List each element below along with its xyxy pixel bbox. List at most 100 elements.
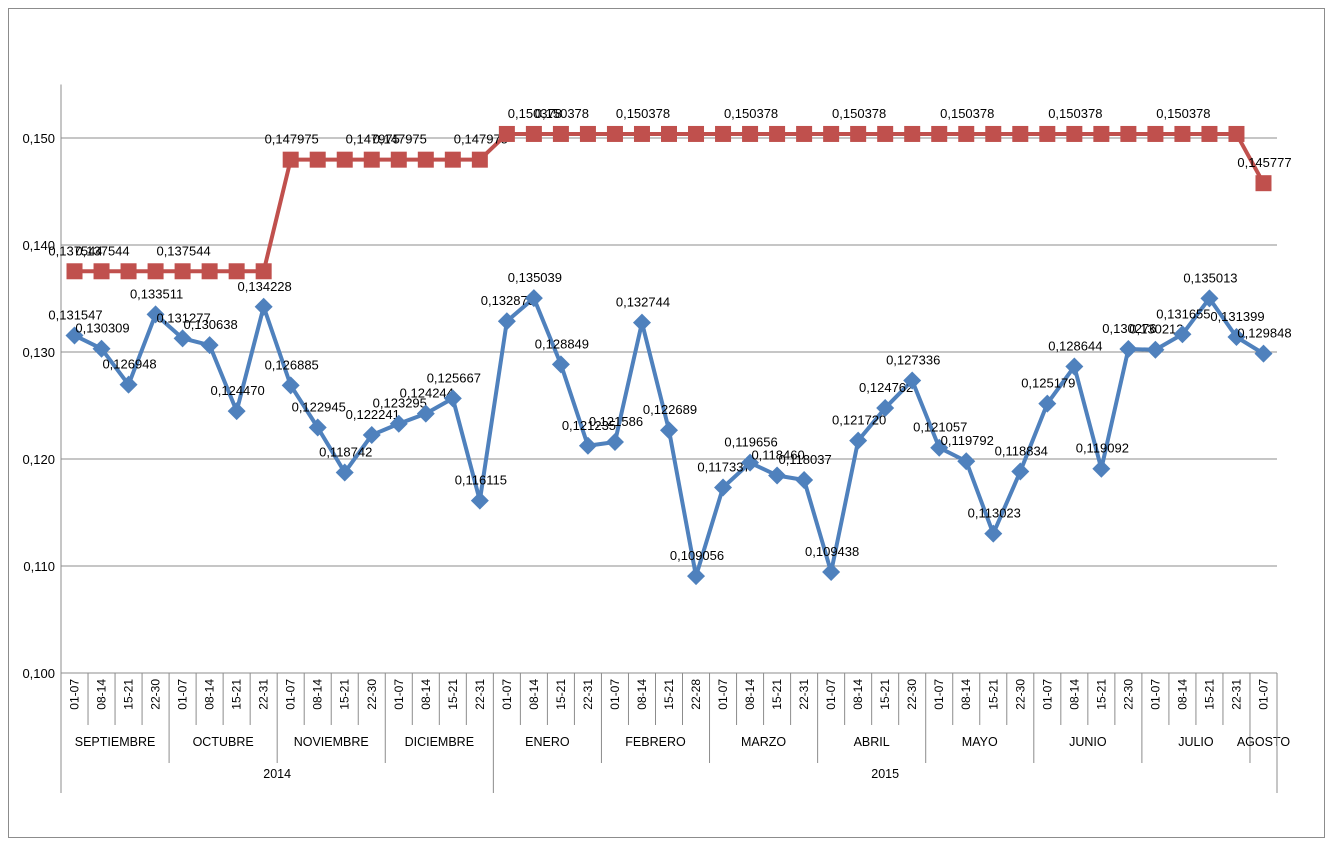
data-point [606, 125, 623, 142]
x-tick-label: 22-31 [257, 679, 271, 710]
data-point [661, 125, 677, 142]
data-point [822, 563, 841, 582]
data-label: 0,126948 [102, 357, 156, 372]
data-point [1065, 357, 1084, 376]
data-point [1120, 125, 1137, 142]
data-point [174, 263, 191, 280]
month-label: JULIO [1178, 735, 1214, 749]
data-point [254, 297, 273, 316]
x-tick-label: 08-14 [851, 679, 865, 710]
x-tick-label: 01-07 [824, 679, 838, 710]
data-label: 0,130309 [75, 321, 129, 336]
x-tick-label: 15-21 [230, 679, 244, 710]
data-point [1147, 125, 1164, 142]
data-label: 0,118037 [778, 452, 831, 467]
data-point [1174, 125, 1191, 142]
data-point [525, 125, 542, 142]
data-label: 0,131547 [48, 307, 102, 322]
data-point [227, 402, 246, 421]
data-point [389, 414, 408, 433]
data-point [173, 329, 192, 348]
data-point [92, 339, 111, 358]
x-tick-label: 22-28 [689, 679, 703, 710]
data-label: 0,113023 [968, 506, 1021, 521]
data-label: 0,135039 [508, 270, 562, 285]
data-point [362, 426, 381, 445]
data-label: 0,119656 [724, 435, 777, 450]
x-tick-label: 01-07 [608, 679, 622, 710]
y-tick-label: 0,130 [22, 345, 55, 360]
data-label: 0,116115 [455, 473, 507, 488]
year-label: 2014 [263, 767, 291, 781]
line-chart: 0,100 0,110 0,120 0,130 0,140 0,150 01-07 08-14… [22, 84, 1292, 793]
data-label: 0,147975 [373, 132, 427, 147]
data-point [795, 471, 814, 490]
data-point [1201, 125, 1218, 142]
data-label: 0,130276 [1102, 321, 1156, 336]
data-point [1012, 125, 1029, 142]
data-point [308, 418, 327, 437]
data-point [444, 151, 461, 168]
data-point [309, 151, 326, 168]
month-label: AGOSTO [1237, 735, 1291, 749]
x-tick-label: 15-21 [446, 679, 460, 710]
data-label: 0,128644 [1048, 339, 1102, 354]
data-point [796, 125, 813, 142]
x-tick-label: 15-21 [1094, 679, 1108, 710]
data-label: 0,123295 [373, 396, 427, 411]
data-label: 0,150378 [832, 106, 886, 121]
x-tick-label: 08-14 [1175, 679, 1189, 710]
data-point [200, 336, 219, 355]
data-label: 0,131399 [1210, 309, 1264, 324]
data-point [282, 151, 299, 168]
data-label: 0,121235 [562, 418, 616, 433]
month-label: JUNIO [1069, 735, 1107, 749]
data-label: 0,130638 [184, 317, 238, 332]
data-point [1200, 289, 1219, 308]
data-point [551, 355, 570, 374]
data-point [497, 312, 516, 331]
data-point [417, 151, 434, 168]
data-label: 0,119092 [1076, 441, 1129, 456]
data-point [470, 491, 489, 510]
year-label: 2015 [871, 767, 899, 781]
data-point [1173, 325, 1192, 344]
data-label: 0,132744 [616, 295, 670, 310]
x-tick-label: 15-21 [878, 679, 892, 710]
data-point [1146, 340, 1165, 359]
data-point [1227, 328, 1246, 347]
data-point [633, 125, 650, 142]
x-tick-label: 01-07 [1148, 679, 1162, 710]
data-point [714, 478, 733, 497]
data-point [524, 289, 543, 308]
data-label: 0,117337 [697, 459, 750, 474]
data-point [1011, 462, 1030, 481]
data-point [931, 125, 948, 142]
x-tick-label: 22-31 [581, 679, 595, 710]
data-point [416, 404, 435, 423]
data-label: 0,128849 [535, 336, 589, 351]
data-point [877, 125, 894, 142]
data-point [578, 436, 597, 455]
month-label: ABRIL [854, 735, 890, 749]
x-tick-label: 08-14 [743, 679, 757, 710]
data-label: 0,131277 [156, 310, 210, 325]
data-label: 0,150378 [535, 106, 589, 121]
data-label: 0,129848 [1237, 326, 1291, 341]
data-point [715, 125, 732, 142]
data-point [876, 399, 895, 418]
y-tick-label: 0,120 [22, 452, 55, 467]
y-tick-label: 0,150 [22, 131, 55, 146]
x-tick-label: 01-07 [500, 679, 514, 710]
data-point [1038, 394, 1057, 413]
data-label: 0,135013 [1183, 270, 1237, 285]
data-point [498, 125, 515, 142]
data-point [660, 421, 678, 440]
data-label: 0,150378 [1156, 106, 1210, 121]
data-label: 0,130212 [1129, 322, 1183, 337]
x-tick-label: 08-14 [527, 679, 541, 710]
data-point [984, 524, 1003, 543]
data-label: 0,121720 [832, 413, 886, 428]
data-point [957, 452, 976, 471]
data-label: 0,134228 [238, 279, 292, 294]
